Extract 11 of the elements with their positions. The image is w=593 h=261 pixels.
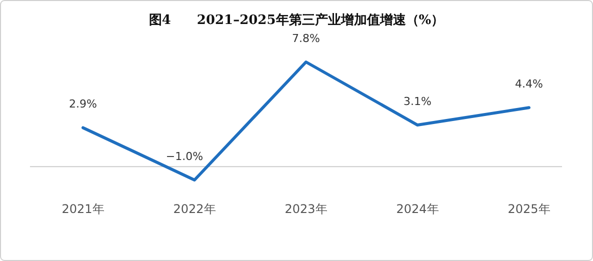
data-label: −1.0% bbox=[166, 150, 204, 163]
data-label: 2.9% bbox=[69, 98, 97, 111]
data-label: 4.4% bbox=[515, 78, 543, 91]
data-label: 3.1% bbox=[404, 95, 432, 108]
x-tick-label: 2021年 bbox=[62, 202, 104, 216]
x-tick-label: 2024年 bbox=[396, 202, 439, 216]
chart-title: 图4 2021–2025年第三产业增加值增速（%） bbox=[148, 12, 444, 28]
x-tick-label: 2025年 bbox=[508, 202, 550, 216]
x-tick-label: 2023年 bbox=[284, 202, 328, 216]
data-label: 7.8% bbox=[292, 32, 320, 45]
x-tick-label: 2022年 bbox=[173, 202, 216, 216]
